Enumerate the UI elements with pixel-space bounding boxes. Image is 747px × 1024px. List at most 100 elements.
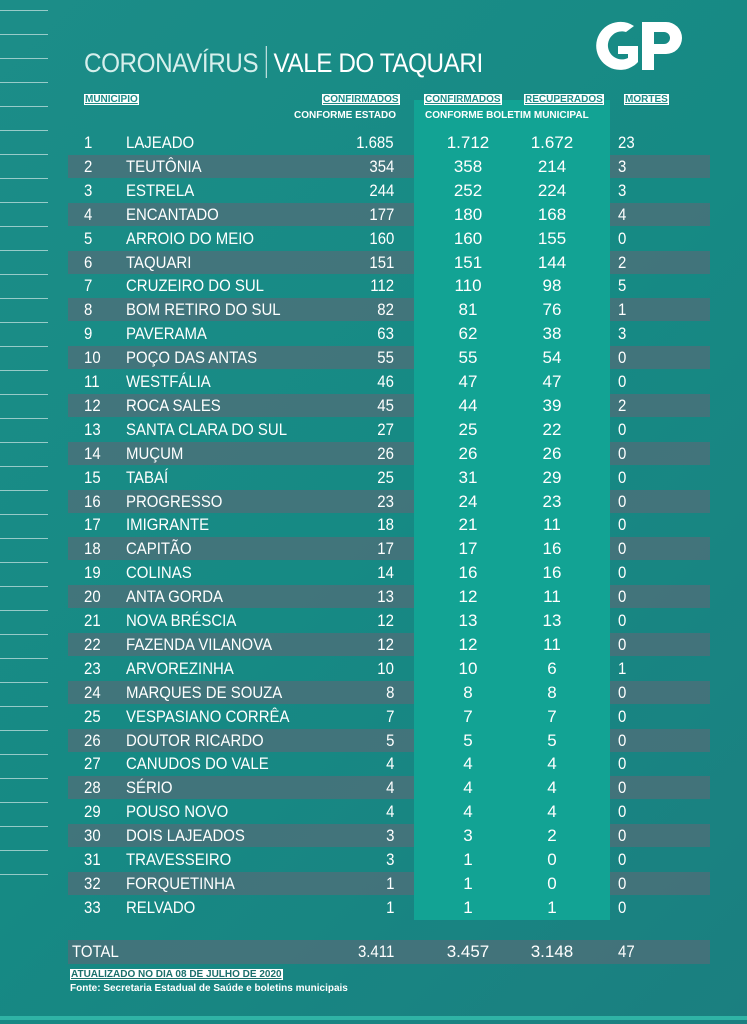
confirmados-estado: 4 xyxy=(385,802,394,822)
decorative-line xyxy=(0,10,48,11)
municipality-name: VESPASIANO CORRÊA xyxy=(126,706,290,726)
confirmados-municipal: 151 xyxy=(453,252,483,272)
decorative-line xyxy=(0,826,48,827)
recuperados: 76 xyxy=(542,300,562,320)
row-number: 13 xyxy=(84,419,101,439)
decorative-line xyxy=(0,154,48,155)
confirmados-municipal: 8 xyxy=(463,682,473,702)
row-number: 32 xyxy=(84,873,101,893)
decorative-lines xyxy=(0,0,48,900)
table-row: 9 PAVERAMA 63 62 38 3 xyxy=(68,322,710,345)
recuperados: 144 xyxy=(537,252,567,272)
mortes: 0 xyxy=(618,873,627,893)
decorative-line xyxy=(0,850,48,851)
decorative-line xyxy=(0,34,48,35)
municipality-name: ARROIO DO MEIO xyxy=(126,228,255,248)
decorative-line xyxy=(0,706,48,707)
row-number: 27 xyxy=(84,754,101,774)
confirmados-estado: 151 xyxy=(369,252,394,272)
page-title: CORONAVÍRUS VALE DO TAQUARI xyxy=(84,46,483,79)
row-number: 16 xyxy=(84,491,101,511)
table-row: 10 POÇO DAS ANTAS 55 55 54 0 xyxy=(68,346,710,370)
decorative-line xyxy=(0,106,48,107)
confirmados-estado: 8 xyxy=(385,682,394,702)
confirmados-estado: 17 xyxy=(377,539,394,559)
mortes: 0 xyxy=(618,706,627,726)
total-confirmados-municipal: 3.457 xyxy=(446,942,490,961)
row-number: 10 xyxy=(84,348,101,368)
municipality-name: FORQUETINHA xyxy=(126,873,235,893)
mortes: 0 xyxy=(618,348,627,368)
table-row: 18 CAPITÃO 17 17 16 0 xyxy=(68,537,710,561)
row-number: 7 xyxy=(84,276,93,296)
municipality-name: ROCA SALES xyxy=(126,395,221,415)
decorative-line xyxy=(0,370,48,371)
row-number: 8 xyxy=(84,300,93,320)
municipality-name: SANTA CLARA DO SUL xyxy=(126,419,288,439)
confirmados-municipal: 25 xyxy=(458,419,478,439)
table-row: 1 LAJEADO 1.685 1.712 1.672 23 xyxy=(68,131,710,154)
row-number: 23 xyxy=(84,658,101,678)
table-row: 6 TAQUARI 151 151 144 2 xyxy=(68,250,710,274)
row-number: 20 xyxy=(84,587,101,607)
recuperados: 4 xyxy=(547,754,557,774)
confirmados-estado: 12 xyxy=(377,634,394,654)
municipality-name: CRUZEIRO DO SUL xyxy=(126,276,264,296)
confirmados-municipal: 16 xyxy=(458,563,478,583)
row-number: 31 xyxy=(84,850,101,869)
title-part1: CORONAVÍRUS xyxy=(84,48,259,78)
recuperados: 22 xyxy=(542,419,562,439)
municipality-name: PAVERAMA xyxy=(126,324,207,344)
table-row: 19 COLINAS 14 16 16 0 xyxy=(68,561,710,584)
decorative-line xyxy=(0,754,48,755)
confirmados-estado: 3 xyxy=(385,826,394,846)
confirmados-estado: 354 xyxy=(369,156,394,176)
confirmados-municipal: 55 xyxy=(458,348,478,368)
recuperados: 16 xyxy=(542,539,562,559)
decorative-line xyxy=(0,466,48,467)
table-row: 25 VESPASIANO CORRÊA 7 7 7 0 xyxy=(68,705,710,728)
mortes: 0 xyxy=(618,419,627,439)
municipality-name: DOIS LAJEADOS xyxy=(126,826,245,846)
total-recuperados: 3.148 xyxy=(530,942,574,961)
municipality-name: FAZENDA VILANOVA xyxy=(126,634,273,654)
mortes: 0 xyxy=(618,826,627,846)
row-number: 2 xyxy=(84,156,93,176)
row-number: 33 xyxy=(84,897,101,917)
municipality-name: TRAVESSEIRO xyxy=(126,850,232,869)
confirmados-municipal: 17 xyxy=(458,539,478,559)
decorative-line xyxy=(0,682,48,683)
table-row: 20 ANTA GORDA 13 12 11 0 xyxy=(68,585,710,609)
recuperados: 6 xyxy=(547,658,557,678)
confirmados-municipal: 1 xyxy=(463,850,473,869)
mortes: 3 xyxy=(618,180,627,200)
row-number: 18 xyxy=(84,539,101,559)
confirmados-municipal: 10 xyxy=(458,658,478,678)
confirmados-municipal: 110 xyxy=(454,276,482,296)
confirmados-municipal: 160 xyxy=(453,228,483,248)
decorative-line xyxy=(0,250,48,251)
confirmados-municipal: 81 xyxy=(458,300,478,320)
confirmados-municipal: 12 xyxy=(458,587,478,607)
recuperados: 5 xyxy=(547,730,557,750)
confirmados-estado: 27 xyxy=(377,419,394,439)
row-number: 4 xyxy=(84,204,93,224)
recuperados: 168 xyxy=(537,204,567,224)
municipality-name: ANTA GORDA xyxy=(126,587,223,607)
header-mortes: MORTES xyxy=(624,94,669,105)
decorative-line xyxy=(0,274,48,275)
table-row: 4 ENCANTADO 177 180 168 4 xyxy=(68,202,710,226)
mortes: 0 xyxy=(618,802,627,822)
table-row: 8 BOM RETIRO DO SUL 82 81 76 1 xyxy=(68,298,710,322)
municipality-name: BOM RETIRO DO SUL xyxy=(126,300,281,320)
table-row: 2 TEUTÔNIA 354 358 214 3 xyxy=(68,154,710,178)
confirmados-estado: 63 xyxy=(377,324,394,344)
table-row: 15 TABAÍ 25 31 29 0 xyxy=(68,466,710,489)
table-row: 32 FORQUETINHA 1 1 0 0 xyxy=(68,871,710,895)
decorative-line xyxy=(0,82,48,83)
row-number: 26 xyxy=(84,730,101,750)
decorative-line xyxy=(0,226,48,227)
row-number: 21 xyxy=(84,611,101,630)
table-row: 17 IMIGRANTE 18 21 11 0 xyxy=(68,513,710,536)
decorative-line xyxy=(0,442,48,443)
